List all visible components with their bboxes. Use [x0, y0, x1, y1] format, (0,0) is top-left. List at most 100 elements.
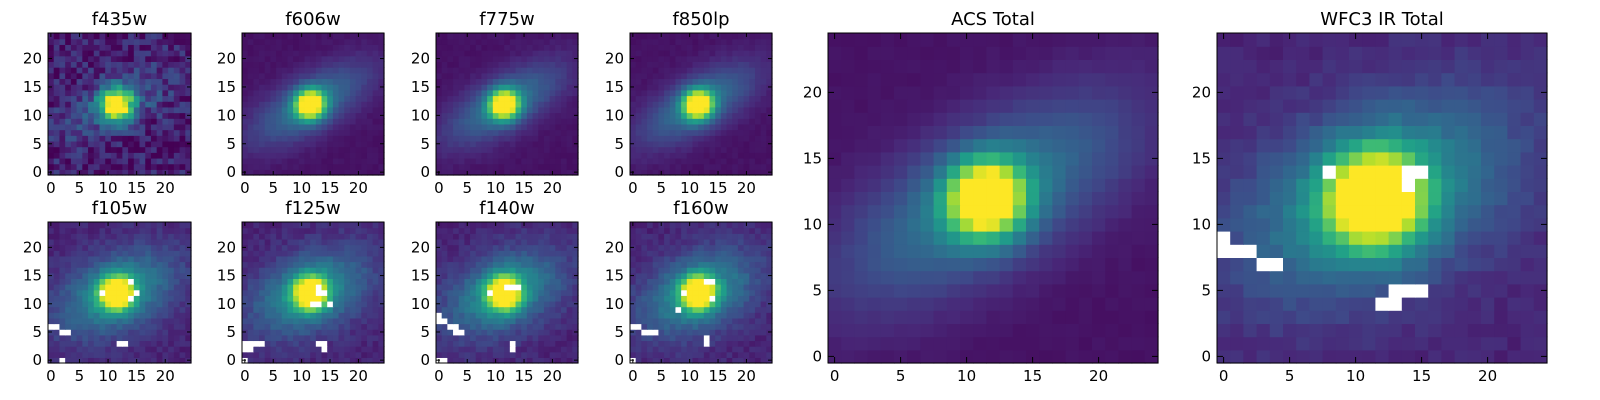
heatmap-cell — [538, 157, 545, 165]
heatmap-cell — [538, 169, 545, 176]
heatmap-cell — [686, 55, 694, 62]
heatmap-cell — [116, 267, 123, 274]
heatmap-cell — [264, 357, 271, 364]
heatmap-cell — [760, 152, 767, 159]
heatmap-cell — [173, 255, 181, 263]
heatmap-cell — [361, 329, 368, 336]
heatmap-cell — [321, 284, 328, 291]
heatmap-cell — [481, 101, 488, 108]
heatmap-cell — [754, 61, 762, 68]
heatmap-cell — [447, 89, 454, 97]
heatmap-cell — [647, 118, 654, 125]
heatmap-cell — [1362, 244, 1376, 258]
heatmap-cell — [436, 89, 443, 97]
heatmap-cell — [907, 217, 921, 232]
heatmap-cell — [304, 340, 311, 347]
heatmap-cell — [327, 323, 334, 330]
heatmap-cell — [133, 284, 141, 291]
heatmap-cell — [1362, 178, 1376, 192]
heatmap-cell — [572, 67, 579, 74]
heatmap-cell — [122, 272, 129, 279]
heatmap-cell — [110, 169, 118, 176]
heatmap-cell — [1428, 270, 1442, 285]
heatmap-cell — [270, 272, 277, 279]
heatmap-cell — [128, 101, 135, 108]
heatmap-cell — [304, 163, 311, 170]
heatmap-cell — [253, 312, 260, 319]
y-tick-label: 10 — [605, 106, 624, 124]
heatmap-cell — [355, 284, 362, 291]
heatmap-cell — [481, 84, 488, 91]
heatmap-cell — [973, 231, 987, 245]
heatmap-cell — [549, 38, 556, 45]
heatmap-cell — [1217, 204, 1231, 219]
heatmap-cell — [492, 84, 500, 91]
heatmap-cell — [88, 140, 95, 148]
heatmap-cell — [715, 129, 722, 136]
heatmap-cell — [1144, 323, 1159, 338]
heatmap-cell — [743, 95, 750, 102]
heatmap-cell — [145, 289, 152, 296]
heatmap-cell — [920, 336, 935, 351]
heatmap-cell — [766, 38, 773, 45]
heatmap-cell — [1309, 270, 1324, 285]
heatmap-cell — [1533, 191, 1548, 206]
heatmap-cell — [441, 146, 448, 153]
heatmap-cell — [675, 157, 682, 165]
heatmap-cell — [1309, 85, 1324, 100]
heatmap-cell — [1322, 283, 1337, 298]
heatmap-cell — [247, 157, 254, 165]
heatmap-cell — [766, 146, 773, 153]
heatmap-cell — [1144, 151, 1159, 166]
heatmap-cell — [139, 169, 146, 176]
heatmap-cell — [349, 33, 357, 40]
heatmap-cell — [933, 72, 948, 87]
heatmap-cell — [82, 44, 89, 51]
heatmap-cell — [139, 101, 146, 108]
heatmap-cell — [310, 357, 317, 364]
heatmap-cell — [560, 61, 568, 68]
heatmap-cell — [355, 278, 362, 285]
heatmap-cell — [1256, 178, 1271, 192]
heatmap-cell — [726, 135, 733, 142]
heatmap-cell — [1283, 323, 1297, 338]
heatmap-cell — [162, 295, 169, 302]
heatmap-cell — [894, 231, 908, 245]
heatmap-cell — [366, 84, 374, 91]
heatmap-cell — [1118, 125, 1133, 140]
heatmap-cell — [105, 72, 112, 80]
heatmap-cell — [664, 123, 671, 131]
heatmap-cell — [854, 231, 869, 245]
x-tick-label: 15 — [708, 179, 727, 197]
heatmap-cell — [504, 95, 511, 102]
heatmap-cell — [894, 72, 908, 87]
heatmap-cell — [82, 123, 89, 131]
heatmap-cell — [355, 44, 362, 51]
heatmap-cell — [1362, 310, 1376, 324]
heatmap-cell — [93, 295, 101, 302]
heatmap-cell — [173, 300, 181, 308]
heatmap-cell — [1309, 165, 1324, 179]
heatmap-cell — [720, 95, 728, 102]
heatmap-cell — [276, 317, 283, 325]
heatmap-cell — [59, 334, 66, 342]
heatmap-cell — [1520, 178, 1535, 192]
heatmap-cell — [1065, 270, 1080, 285]
heatmap-cell — [498, 163, 505, 170]
x-tick-label: 15 — [1023, 367, 1042, 385]
heatmap-cell — [372, 129, 379, 136]
heatmap-cell — [150, 129, 158, 136]
heatmap-cell — [880, 112, 895, 126]
heatmap-cell — [122, 300, 129, 308]
heatmap-cell — [760, 50, 767, 57]
heatmap-cell — [122, 163, 129, 170]
heatmap-cell — [475, 135, 483, 142]
heatmap-cell — [526, 67, 534, 74]
heatmap-cell — [65, 346, 72, 353]
heatmap-cell — [492, 67, 500, 74]
heatmap-cell — [986, 99, 1001, 113]
heatmap-cell — [122, 33, 129, 40]
heatmap-cell — [372, 95, 379, 102]
heatmap-cell — [281, 278, 289, 285]
